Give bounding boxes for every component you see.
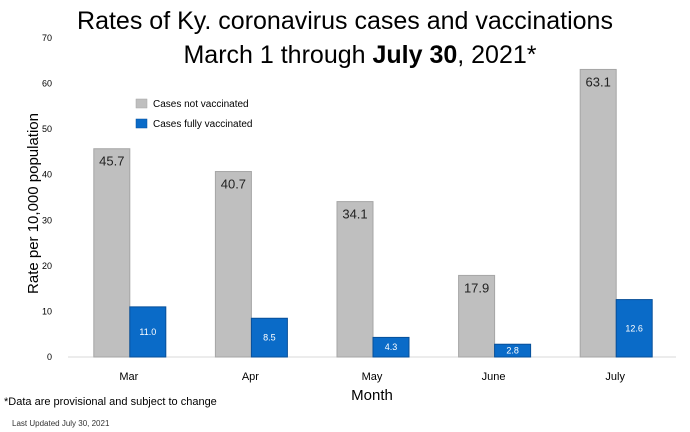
- y-tick-label: 70: [42, 33, 52, 43]
- y-tick-label: 0: [47, 352, 52, 362]
- x-tick-label: June: [482, 371, 506, 383]
- legend-swatch: [135, 118, 148, 129]
- title-date-bold: July 30: [372, 41, 458, 69]
- data-label-not-vaccinated: 17.9: [464, 280, 489, 295]
- chart-title-line1: Rates of Ky. coronavirus cases and vacci…: [77, 7, 613, 35]
- y-tick-label: 20: [42, 261, 52, 271]
- footnote: *Data are provisional and subject to cha…: [4, 396, 217, 408]
- chart-title-line2: March 1 through July 30, 2021*: [0, 40, 690, 70]
- data-label-fully-vaccinated: 2.8: [506, 346, 519, 356]
- bar-not-vaccinated: [579, 68, 617, 358]
- y-tick-label: 50: [42, 124, 52, 134]
- legend-swatch: [135, 98, 148, 109]
- bar-fully-vaccinated: [615, 299, 653, 358]
- data-label-fully-vaccinated: 4.3: [385, 342, 398, 352]
- bar-fully-vaccinated: [129, 306, 167, 358]
- bar-fully-vaccinated: [494, 343, 532, 358]
- y-tick-label: 10: [42, 306, 52, 316]
- title-prefix: March 1 through: [183, 41, 373, 69]
- y-tick-label: 40: [42, 170, 52, 180]
- data-label-not-vaccinated: 63.1: [586, 74, 611, 89]
- bar-not-vaccinated: [458, 274, 496, 358]
- bar-fully-vaccinated: [372, 336, 410, 358]
- data-label-not-vaccinated: 45.7: [99, 154, 124, 169]
- data-label-not-vaccinated: 34.1: [342, 207, 367, 222]
- bar-not-vaccinated: [93, 148, 131, 358]
- last-updated: Last Updated July 30, 2021: [12, 419, 110, 428]
- bar-fully-vaccinated: [250, 317, 288, 358]
- data-label-fully-vaccinated: 11.0: [139, 327, 156, 337]
- x-tick-label: Mar: [119, 371, 138, 383]
- y-tick-label: 30: [42, 215, 52, 225]
- legend-label: Cases fully vaccinated: [153, 119, 253, 130]
- bar-not-vaccinated: [336, 201, 374, 358]
- data-label-fully-vaccinated: 8.5: [263, 333, 276, 343]
- legend-label: Cases not vaccinated: [153, 99, 249, 110]
- x-tick-label: Apr: [242, 371, 259, 383]
- y-axis-title: Rate per 10,000 population: [25, 113, 42, 294]
- bar-not-vaccinated: [214, 171, 252, 358]
- x-axis-title: Month: [351, 387, 393, 404]
- data-label-not-vaccinated: 40.7: [221, 177, 246, 192]
- x-tick-label: July: [605, 371, 625, 383]
- y-tick-label: 60: [42, 79, 52, 89]
- title-suffix: , 2021*: [457, 41, 537, 69]
- data-label-fully-vaccinated: 12.6: [625, 323, 643, 333]
- x-tick-label: May: [362, 371, 383, 383]
